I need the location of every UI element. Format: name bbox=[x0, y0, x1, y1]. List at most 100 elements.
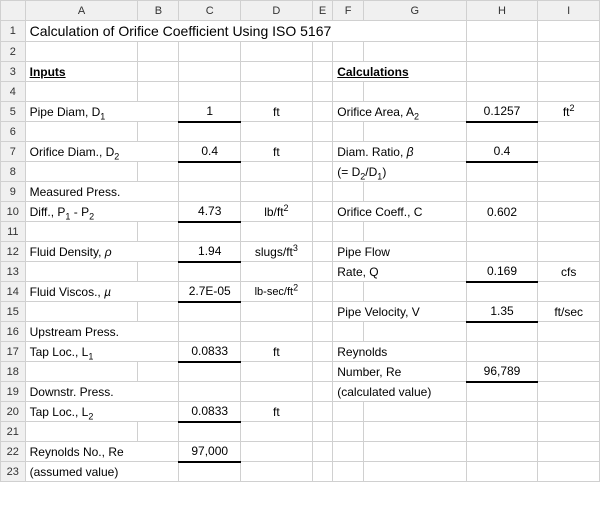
cell[interactable] bbox=[312, 382, 333, 402]
cell[interactable] bbox=[138, 62, 179, 82]
cell[interactable] bbox=[240, 382, 312, 402]
cell[interactable] bbox=[312, 322, 333, 342]
row-header[interactable]: 5 bbox=[1, 102, 26, 122]
cell[interactable] bbox=[138, 262, 179, 282]
cell[interactable] bbox=[312, 302, 333, 322]
cell[interactable] bbox=[333, 182, 364, 202]
row-header[interactable]: 6 bbox=[1, 122, 26, 142]
row-header[interactable]: 9 bbox=[1, 182, 26, 202]
calculated-label[interactable]: (calculated value) bbox=[333, 382, 466, 402]
cell[interactable] bbox=[312, 442, 333, 462]
cell[interactable] bbox=[312, 242, 333, 262]
inputs-header[interactable]: Inputs bbox=[25, 62, 138, 82]
cell[interactable] bbox=[364, 42, 467, 62]
row-header[interactable]: 7 bbox=[1, 142, 26, 162]
assumed-label[interactable]: (assumed value) bbox=[25, 462, 179, 482]
cell[interactable] bbox=[240, 442, 312, 462]
cell[interactable] bbox=[312, 162, 333, 182]
cell[interactable] bbox=[312, 362, 333, 382]
rate-q-value[interactable]: 0.169 bbox=[466, 262, 538, 282]
reynolds-in-label[interactable]: Reynolds No., Re bbox=[25, 442, 179, 462]
cell[interactable] bbox=[312, 282, 333, 302]
cell[interactable] bbox=[179, 262, 241, 282]
downstr-press-label[interactable]: Downstr. Press. bbox=[25, 382, 179, 402]
pipe-flow-label[interactable]: Pipe Flow bbox=[333, 242, 466, 262]
cell[interactable] bbox=[333, 42, 364, 62]
orifice-diam-label[interactable]: Orifice Diam., D2 bbox=[25, 142, 179, 162]
unit-ft[interactable]: ft bbox=[240, 402, 312, 422]
cell[interactable] bbox=[538, 242, 600, 262]
row-header[interactable]: 4 bbox=[1, 82, 26, 102]
cell[interactable] bbox=[25, 362, 138, 382]
cell[interactable] bbox=[333, 282, 364, 302]
cell[interactable] bbox=[364, 282, 467, 302]
cell[interactable] bbox=[179, 382, 241, 402]
cell[interactable] bbox=[240, 262, 312, 282]
row-header[interactable]: 18 bbox=[1, 362, 26, 382]
col-header[interactable]: E bbox=[312, 1, 333, 21]
cell[interactable] bbox=[538, 202, 600, 222]
unit-ft[interactable]: ft bbox=[240, 342, 312, 362]
reynolds-out-value[interactable]: 96,789 bbox=[466, 362, 538, 382]
cell[interactable] bbox=[466, 402, 538, 422]
cell[interactable] bbox=[466, 422, 538, 442]
cell[interactable] bbox=[240, 322, 312, 342]
fluid-viscos-value[interactable]: 2.7E-05 bbox=[179, 282, 241, 302]
calcs-header[interactable]: Calculations bbox=[333, 62, 466, 82]
press-diff-label[interactable]: Diff., P1 - P2 bbox=[25, 202, 179, 222]
cell[interactable] bbox=[538, 342, 600, 362]
cell[interactable] bbox=[240, 62, 312, 82]
cell[interactable] bbox=[333, 422, 364, 442]
unit-ftsec[interactable]: ft/sec bbox=[538, 302, 600, 322]
cell[interactable] bbox=[364, 322, 467, 342]
unit-slugsft3[interactable]: slugs/ft3 bbox=[240, 242, 312, 262]
cell[interactable] bbox=[240, 122, 312, 142]
tap-loc-L1-label[interactable]: Tap Loc., L1 bbox=[25, 342, 179, 362]
cell[interactable] bbox=[25, 222, 138, 242]
row-header[interactable]: 13 bbox=[1, 262, 26, 282]
pipe-diam-label[interactable]: Pipe Diam, D1 bbox=[25, 102, 179, 122]
row-header[interactable]: 12 bbox=[1, 242, 26, 262]
cell[interactable] bbox=[138, 422, 179, 442]
press-diff-value[interactable]: 4.73 bbox=[179, 202, 241, 222]
cell[interactable] bbox=[240, 82, 312, 102]
cell[interactable] bbox=[364, 402, 467, 422]
cell[interactable] bbox=[538, 422, 600, 442]
cell[interactable] bbox=[538, 142, 600, 162]
col-header[interactable]: D bbox=[240, 1, 312, 21]
cell[interactable] bbox=[25, 122, 138, 142]
cell[interactable] bbox=[538, 282, 600, 302]
cell[interactable] bbox=[240, 302, 312, 322]
tap-loc-L2-value[interactable]: 0.0833 bbox=[179, 402, 241, 422]
cell[interactable] bbox=[333, 322, 364, 342]
cell[interactable] bbox=[25, 162, 138, 182]
cell[interactable] bbox=[538, 462, 600, 482]
cell[interactable] bbox=[179, 122, 241, 142]
cell[interactable] bbox=[240, 422, 312, 442]
measured-press-label[interactable]: Measured Press. bbox=[25, 182, 179, 202]
cell[interactable] bbox=[25, 82, 138, 102]
cell[interactable] bbox=[312, 422, 333, 442]
cell[interactable] bbox=[25, 42, 138, 62]
cell[interactable] bbox=[333, 222, 364, 242]
orifice-diam-value[interactable]: 0.4 bbox=[179, 142, 241, 162]
cell[interactable] bbox=[466, 162, 538, 182]
cell[interactable] bbox=[538, 442, 600, 462]
cell[interactable] bbox=[364, 122, 467, 142]
cell[interactable] bbox=[538, 402, 600, 422]
cell[interactable] bbox=[312, 182, 333, 202]
diam-ratio-label[interactable]: Diam. Ratio, β bbox=[333, 142, 466, 162]
orifice-coeff-value[interactable]: 0.602 bbox=[466, 202, 538, 222]
cell[interactable] bbox=[179, 82, 241, 102]
cell[interactable] bbox=[179, 42, 241, 62]
row-header[interactable]: 3 bbox=[1, 62, 26, 82]
row-header[interactable]: 16 bbox=[1, 322, 26, 342]
cell[interactable] bbox=[538, 42, 600, 62]
cell[interactable] bbox=[312, 42, 333, 62]
cell[interactable] bbox=[364, 442, 467, 462]
cell[interactable] bbox=[240, 462, 312, 482]
diam-ratio-value[interactable]: 0.4 bbox=[466, 142, 538, 162]
cell[interactable] bbox=[179, 422, 241, 442]
cell[interactable] bbox=[466, 382, 538, 402]
pipe-diam-value[interactable]: 1 bbox=[179, 102, 241, 122]
